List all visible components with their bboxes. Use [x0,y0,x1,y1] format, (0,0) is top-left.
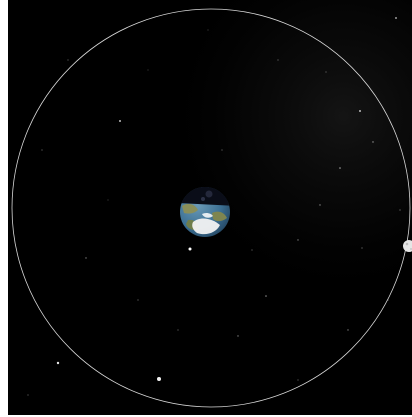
moon-orbit-ring [11,8,411,408]
space-canvas[interactable] [8,0,412,415]
space-view[interactable] [8,0,412,415]
earth-globe[interactable] [178,180,238,237]
